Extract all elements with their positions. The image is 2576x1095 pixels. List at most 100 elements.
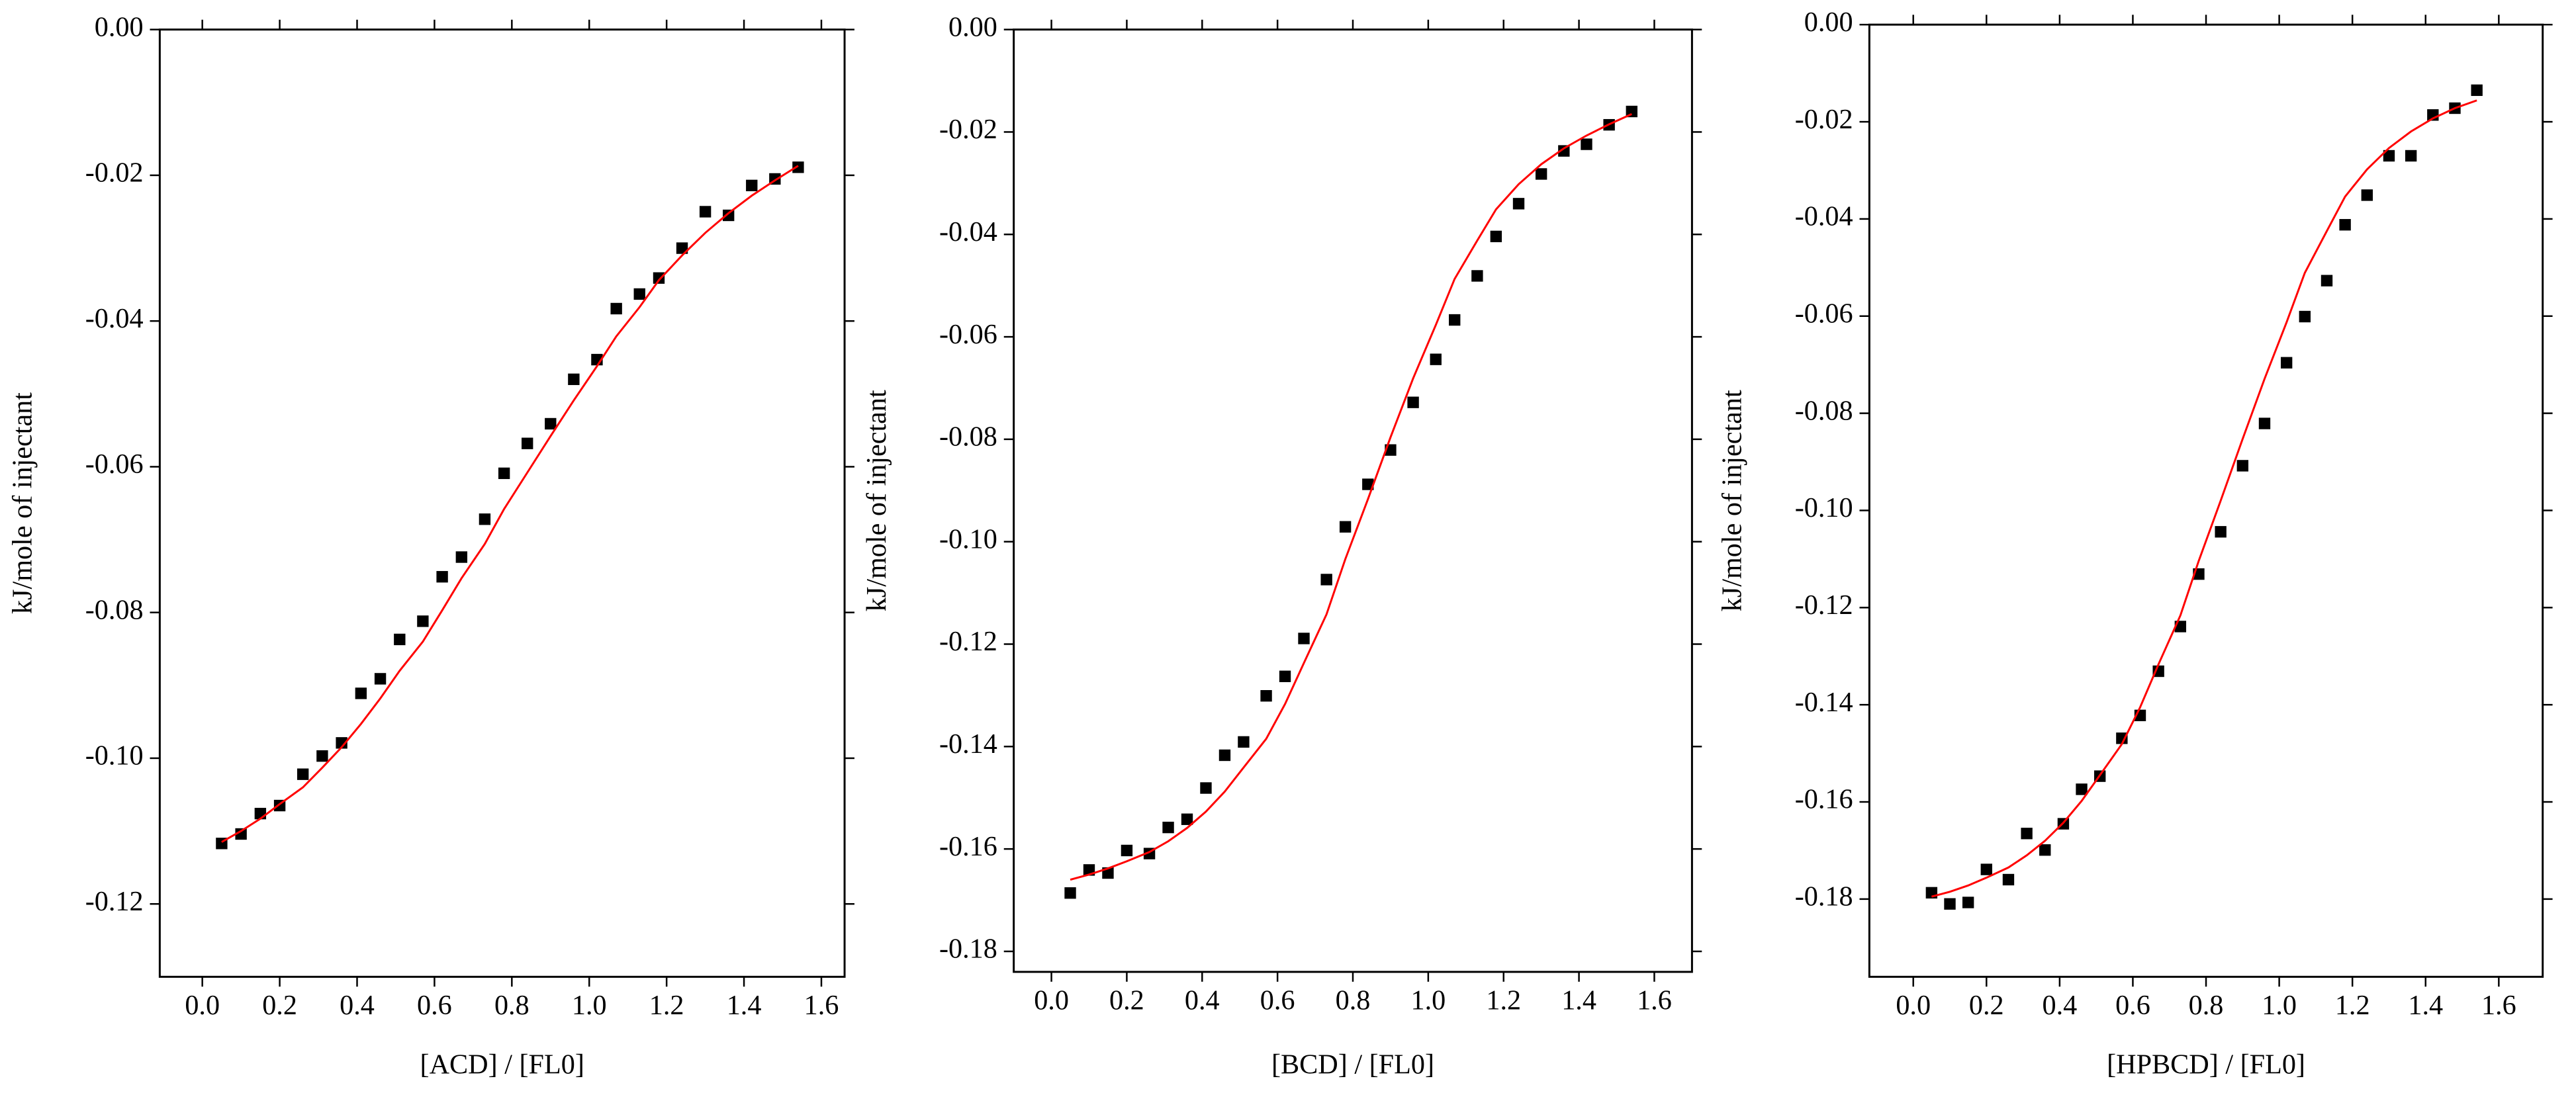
data-point [1121, 844, 1133, 857]
data-point [2405, 150, 2417, 162]
data-point [1339, 521, 1352, 533]
data-point [1219, 749, 1231, 762]
x-tick-label: 0.8 [2189, 990, 2224, 1021]
data-point [417, 615, 429, 627]
x-tick-label: 1.0 [1411, 985, 1446, 1016]
data-point [1298, 633, 1310, 644]
chart: 0.00 -0.02 -0.04 -0.06 -0.08 -0.10 -0.12 -0.14 -… [1717, 7, 2553, 1080]
data-point [1535, 168, 1547, 180]
x-tick-label: 0.4 [340, 990, 375, 1021]
data-point [1279, 670, 1291, 682]
data-point [1449, 314, 1461, 326]
data-point [610, 302, 622, 315]
data-point [699, 206, 712, 218]
y-axis-label: kJ/mole of injectant [7, 392, 38, 614]
x-tick-label: 0.4 [1185, 985, 1220, 1016]
y-tick-label: -0.12 [1795, 590, 1853, 621]
fit-line [1931, 99, 2477, 898]
x-tick-label: 0.6 [2115, 990, 2150, 1021]
y-tick-label: -0.06 [939, 319, 997, 350]
y-tick-label: -0.14 [939, 728, 997, 760]
data-point [1471, 270, 1483, 282]
y-tick-label: -0.10 [939, 523, 997, 554]
data-point [653, 272, 665, 284]
y-tick-label: -0.02 [939, 114, 997, 145]
data-point [1238, 736, 1250, 748]
y-tick-label: -0.10 [85, 740, 144, 771]
data-point [355, 687, 367, 699]
y-tick-label: -0.08 [1795, 395, 1853, 426]
data-point [746, 179, 758, 192]
data-point [479, 513, 491, 525]
plot-frame [1868, 23, 2544, 978]
data-point [498, 467, 510, 480]
data-point [2215, 526, 2227, 538]
x-tick-label: 0.4 [2043, 990, 2078, 1021]
fit-line [221, 165, 799, 843]
y-tick-label: -0.08 [939, 421, 997, 453]
data-point [1162, 821, 1174, 834]
y-tick-label: -0.06 [1795, 298, 1853, 329]
data-point [1490, 230, 1502, 243]
data-point [2039, 844, 2051, 856]
data-point [1362, 478, 1374, 490]
data-point [1407, 396, 1419, 408]
data-point [1925, 887, 1938, 899]
x-tick-label: 1.6 [804, 990, 839, 1021]
y-tick-label: 0.00 [95, 11, 144, 42]
data-point [1944, 898, 1956, 910]
data-point [723, 209, 735, 222]
x-tick-label: 0.0 [185, 990, 220, 1021]
data-point [676, 242, 688, 254]
y-tick-label: -0.04 [1795, 201, 1853, 232]
x-tick-label: 0.2 [1109, 985, 1144, 1016]
data-point [2321, 275, 2333, 286]
data-point [2236, 460, 2248, 472]
data-point [2076, 783, 2088, 795]
y-axis-label: kJ/mole of injectant [1717, 390, 1748, 611]
x-tick-label: 1.6 [1637, 985, 1672, 1016]
y-tick-label: 0.00 [1804, 7, 1853, 38]
y-tick-label: -0.14 [1795, 687, 1853, 718]
data-point [2361, 189, 2373, 201]
x-tick-label: 0.0 [1034, 985, 1069, 1016]
data-point [2021, 828, 2033, 840]
y-tick-label: -0.04 [85, 303, 144, 334]
data-point [1430, 353, 1442, 365]
y-tick-label: -0.18 [939, 934, 997, 965]
y-tick-label: -0.06 [85, 449, 144, 480]
plot-frame [158, 28, 846, 978]
data-point [2383, 150, 2395, 162]
data-point [545, 417, 557, 430]
data-point [2299, 310, 2311, 323]
x-tick-label: 1.0 [572, 990, 607, 1021]
data-point [2280, 357, 2293, 369]
data-point [235, 828, 247, 840]
data-point [1558, 145, 1570, 157]
x-tick-label: 1.4 [1561, 985, 1596, 1016]
x-tick-label: 0.0 [1896, 990, 1931, 1021]
data-point [1064, 887, 1076, 899]
data-point [316, 750, 328, 762]
data-point [1980, 863, 1992, 875]
data-point [455, 551, 468, 563]
data-point [2258, 417, 2271, 429]
x-axis-label: [BCD] / [FL0] [1271, 1049, 1434, 1080]
data-point [2471, 84, 2483, 97]
data-point [1581, 138, 1592, 150]
data-point [297, 768, 309, 780]
data-point [633, 288, 645, 300]
y-axis-label: kJ/mole of injectant [861, 390, 892, 611]
x-tick-label: 0.6 [1260, 985, 1295, 1016]
x-tick-label: 1.6 [2481, 990, 2516, 1021]
data-point [2152, 665, 2164, 678]
data-point [1200, 782, 1212, 794]
y-tick-label: -0.12 [939, 626, 997, 657]
x-axis-label: [HPBCD] / [FL0] [2107, 1049, 2305, 1080]
y-tick-label: -0.02 [85, 157, 144, 189]
x-tick-label: 0.8 [494, 990, 529, 1021]
y-tick-label: -0.08 [85, 594, 144, 625]
y-tick-label: -0.04 [939, 216, 997, 247]
